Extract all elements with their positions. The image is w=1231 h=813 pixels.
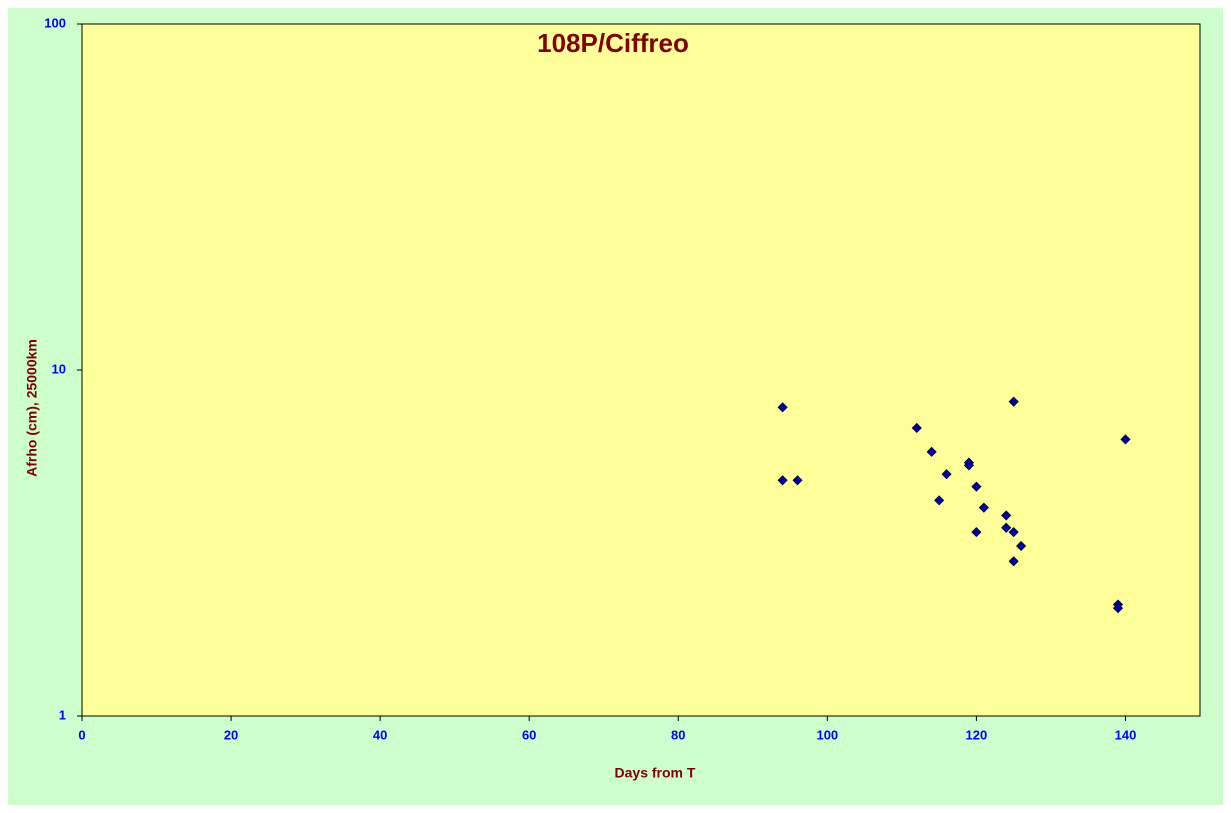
data-point xyxy=(911,422,922,434)
x-tick-label: 120 xyxy=(966,727,988,742)
data-point xyxy=(971,527,982,538)
x-tick-label: 100 xyxy=(816,727,838,742)
data-point xyxy=(1008,396,1019,407)
y-tick-label: 100 xyxy=(44,15,66,30)
x-axis-label: Days from T xyxy=(615,765,696,781)
data-point xyxy=(1008,527,1019,538)
y-tick-label: 1 xyxy=(59,707,66,722)
x-tick-label: 60 xyxy=(522,727,536,742)
data-point xyxy=(1016,540,1027,552)
data-point xyxy=(1120,434,1131,445)
data-point xyxy=(941,469,952,480)
x-tick-label: 20 xyxy=(224,727,238,742)
data-point xyxy=(926,446,937,457)
data-point xyxy=(971,481,982,492)
data-point xyxy=(978,502,989,513)
data-point xyxy=(963,460,975,471)
data-point xyxy=(1001,510,1012,521)
y-tick-label: 10 xyxy=(52,361,66,376)
y-axis-label: Afrho (cm), 25000km xyxy=(24,339,40,477)
x-tick-label: 140 xyxy=(1115,727,1137,742)
x-tick-label: 40 xyxy=(373,727,387,742)
chart-title: 108P/Ciffreo xyxy=(537,28,689,58)
data-point xyxy=(1112,603,1124,614)
data-point xyxy=(777,475,788,486)
x-tick-label: 80 xyxy=(671,727,685,742)
x-tick-label: 0 xyxy=(78,727,85,742)
data-point xyxy=(777,402,788,413)
data-point xyxy=(1008,556,1019,567)
plot-area xyxy=(81,23,1201,717)
data-point xyxy=(792,475,803,486)
data-point xyxy=(934,495,945,506)
data-point xyxy=(1001,522,1012,533)
